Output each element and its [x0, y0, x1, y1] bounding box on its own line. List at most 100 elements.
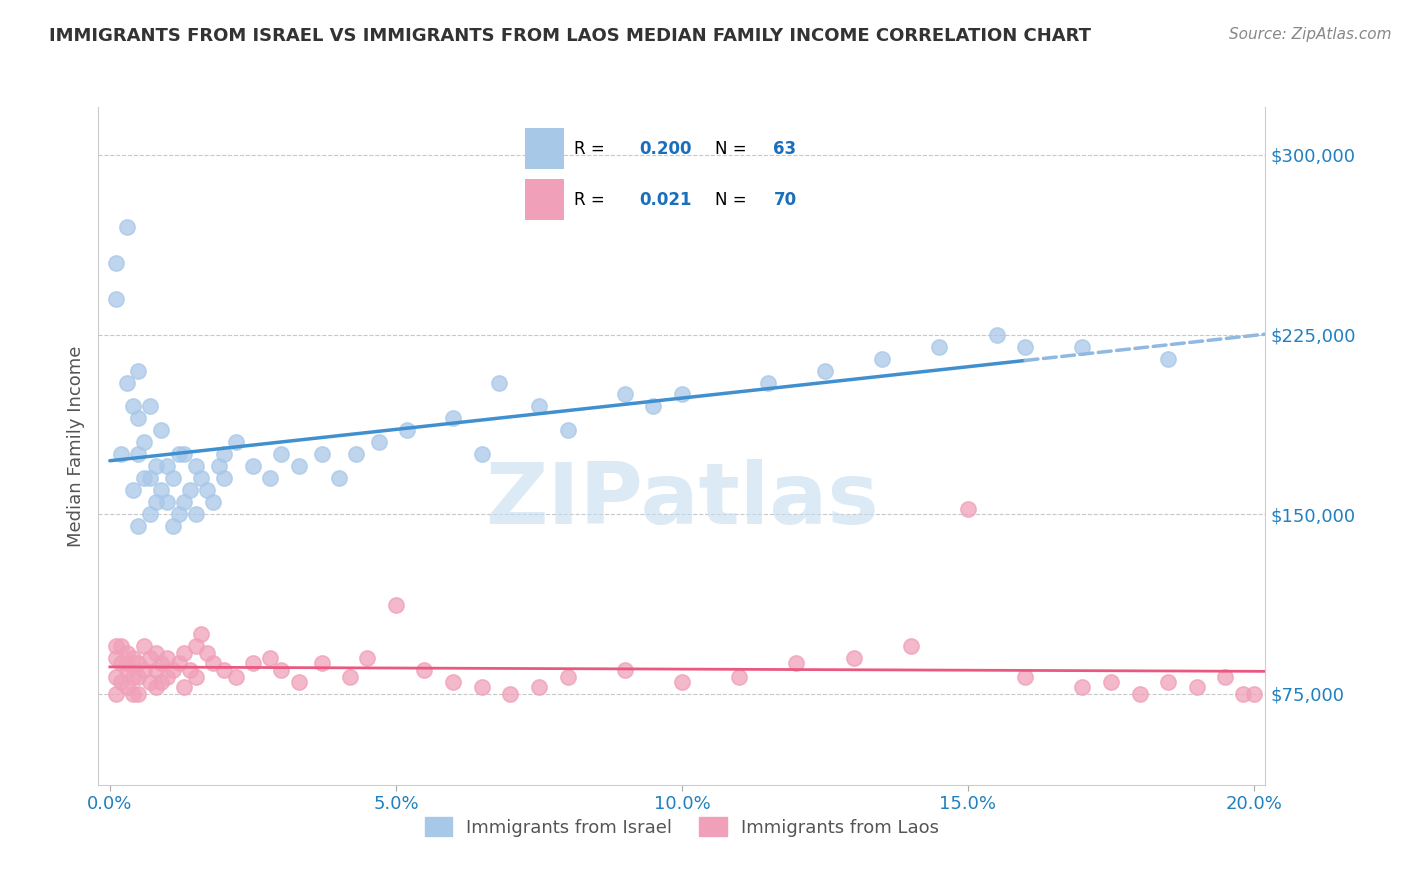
Point — [287, 459, 309, 474]
Point — [145, 495, 167, 509]
Point — [110, 447, 132, 461]
Point — [785, 656, 807, 670]
Point — [870, 351, 893, 366]
Point — [270, 447, 292, 461]
Point — [167, 508, 190, 522]
Point — [1128, 687, 1150, 701]
Point — [134, 639, 156, 653]
Point — [1014, 670, 1036, 684]
Point — [156, 651, 179, 665]
Point — [184, 459, 207, 474]
Point — [121, 651, 143, 665]
Point — [986, 327, 1008, 342]
Point — [150, 424, 173, 438]
Point — [613, 387, 636, 401]
Point — [928, 340, 950, 354]
Point — [488, 376, 510, 390]
Y-axis label: Median Family Income: Median Family Income — [66, 345, 84, 547]
Point — [814, 363, 837, 377]
Point — [139, 508, 162, 522]
Point — [139, 675, 162, 690]
Point — [145, 663, 167, 677]
Point — [115, 646, 138, 660]
Point — [527, 680, 550, 694]
Point — [104, 687, 127, 701]
Point — [900, 639, 922, 653]
Point — [195, 483, 218, 498]
Point — [527, 400, 550, 414]
Point — [104, 292, 127, 306]
Point — [127, 447, 149, 461]
Point — [110, 656, 132, 670]
Point — [104, 651, 127, 665]
Point — [134, 435, 156, 450]
Point — [150, 656, 173, 670]
Point — [1157, 675, 1180, 690]
Point — [127, 363, 149, 377]
Point — [179, 483, 201, 498]
Point — [396, 424, 419, 438]
Point — [613, 663, 636, 677]
Point — [557, 424, 579, 438]
Point — [259, 471, 281, 485]
Point — [173, 447, 195, 461]
Point — [121, 670, 143, 684]
Point — [1071, 680, 1094, 694]
Point — [214, 663, 236, 677]
Point — [110, 639, 132, 653]
Point — [756, 376, 779, 390]
Text: IMMIGRANTS FROM ISRAEL VS IMMIGRANTS FROM LAOS MEDIAN FAMILY INCOME CORRELATION : IMMIGRANTS FROM ISRAEL VS IMMIGRANTS FRO… — [49, 27, 1091, 45]
Point — [127, 687, 149, 701]
Point — [328, 471, 350, 485]
Point — [1071, 340, 1094, 354]
Point — [242, 656, 264, 670]
Point — [127, 656, 149, 670]
Point — [356, 651, 378, 665]
Point — [195, 646, 218, 660]
Point — [127, 411, 149, 425]
Point — [311, 447, 333, 461]
Point — [413, 663, 436, 677]
Point — [557, 670, 579, 684]
Point — [471, 447, 494, 461]
Point — [156, 495, 179, 509]
Point — [115, 656, 138, 670]
Point — [184, 670, 207, 684]
Point — [842, 651, 865, 665]
Point — [1215, 670, 1237, 684]
Point — [162, 663, 184, 677]
Point — [1232, 687, 1254, 701]
Point — [121, 687, 143, 701]
Point — [1014, 340, 1036, 354]
Point — [471, 680, 494, 694]
Point — [671, 387, 693, 401]
Point — [671, 675, 693, 690]
Point — [156, 670, 179, 684]
Point — [167, 447, 190, 461]
Point — [287, 675, 309, 690]
Point — [145, 680, 167, 694]
Point — [441, 411, 464, 425]
Point — [115, 219, 138, 234]
Point — [115, 663, 138, 677]
Point — [190, 471, 212, 485]
Point — [207, 459, 229, 474]
Point — [179, 663, 201, 677]
Point — [121, 483, 143, 498]
Point — [162, 519, 184, 533]
Point — [104, 256, 127, 270]
Point — [121, 400, 143, 414]
Point — [167, 656, 190, 670]
Point — [145, 459, 167, 474]
Point — [1157, 351, 1180, 366]
Text: Source: ZipAtlas.com: Source: ZipAtlas.com — [1229, 27, 1392, 42]
Point — [270, 663, 292, 677]
Point — [201, 656, 224, 670]
Point — [956, 502, 979, 516]
Point — [134, 663, 156, 677]
Point — [242, 459, 264, 474]
Text: ZIPatlas: ZIPatlas — [485, 458, 879, 541]
Point — [139, 400, 162, 414]
Point — [134, 471, 156, 485]
Point — [1243, 687, 1265, 701]
